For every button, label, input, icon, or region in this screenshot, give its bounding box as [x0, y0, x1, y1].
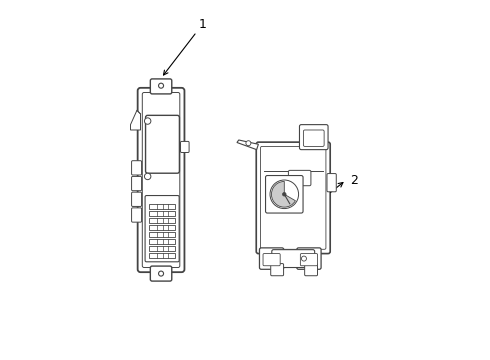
FancyBboxPatch shape	[146, 115, 179, 173]
FancyBboxPatch shape	[305, 264, 318, 276]
FancyBboxPatch shape	[132, 192, 142, 206]
Polygon shape	[130, 111, 141, 130]
FancyBboxPatch shape	[300, 253, 318, 266]
FancyBboxPatch shape	[303, 130, 324, 147]
FancyBboxPatch shape	[132, 208, 142, 222]
FancyBboxPatch shape	[272, 249, 315, 267]
FancyBboxPatch shape	[256, 142, 330, 253]
Bar	[149, 225, 175, 230]
Polygon shape	[237, 140, 258, 150]
Bar	[149, 204, 175, 209]
FancyBboxPatch shape	[327, 174, 336, 192]
FancyBboxPatch shape	[142, 93, 180, 267]
FancyBboxPatch shape	[261, 147, 326, 249]
FancyBboxPatch shape	[299, 125, 328, 150]
Bar	[149, 218, 175, 223]
Bar	[149, 246, 175, 251]
Bar	[149, 231, 175, 237]
FancyBboxPatch shape	[180, 141, 189, 153]
Bar	[149, 252, 175, 257]
Bar	[149, 239, 175, 244]
FancyBboxPatch shape	[145, 195, 179, 262]
Circle shape	[270, 180, 298, 208]
Bar	[149, 211, 175, 216]
FancyBboxPatch shape	[289, 170, 311, 186]
Circle shape	[301, 256, 306, 261]
FancyBboxPatch shape	[270, 264, 284, 276]
Circle shape	[283, 193, 286, 196]
FancyBboxPatch shape	[297, 248, 321, 269]
Circle shape	[159, 271, 164, 276]
FancyBboxPatch shape	[132, 161, 142, 175]
Circle shape	[246, 141, 251, 146]
FancyBboxPatch shape	[132, 176, 142, 191]
Wedge shape	[271, 181, 295, 207]
Circle shape	[145, 173, 151, 180]
FancyBboxPatch shape	[263, 253, 280, 266]
FancyBboxPatch shape	[150, 266, 172, 281]
FancyBboxPatch shape	[150, 79, 172, 94]
Circle shape	[145, 118, 151, 124]
FancyBboxPatch shape	[138, 88, 184, 272]
FancyBboxPatch shape	[266, 176, 303, 213]
Circle shape	[159, 83, 164, 88]
Text: 1: 1	[198, 18, 206, 31]
FancyBboxPatch shape	[260, 248, 284, 269]
Text: 2: 2	[350, 174, 358, 186]
